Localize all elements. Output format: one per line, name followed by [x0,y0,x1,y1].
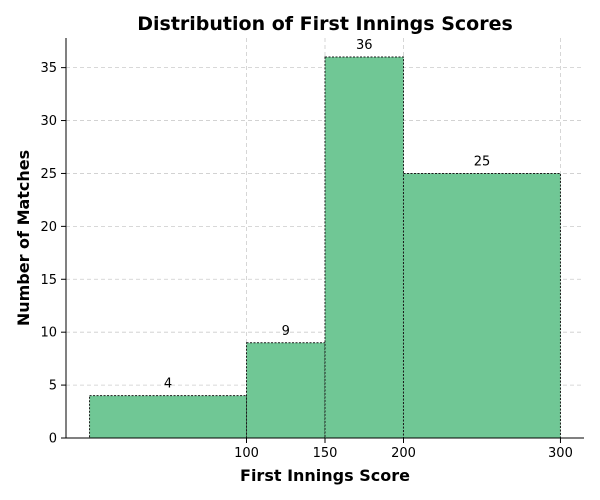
x-tick-label: 300 [548,446,573,461]
y-tick-label: 5 [49,379,57,394]
y-tick-label: 0 [49,432,57,447]
bar-value-label: 4 [164,377,172,392]
y-tick-label: 15 [40,273,57,288]
y-tick-label: 20 [40,220,57,235]
x-axis-title: First Innings Score [240,466,410,485]
bar-value-label: 25 [474,154,491,169]
bar-value-label: 9 [282,324,290,339]
bars [89,56,561,439]
histogram-bar [89,395,248,439]
y-tick-label: 10 [40,326,57,341]
x-tick-label: 200 [391,446,416,461]
y-axis-ticks: 0 5 10 15 20 25 30 35 [40,61,66,447]
bar-value-label: 36 [356,38,373,53]
y-tick-label: 30 [40,114,57,129]
histogram-bar [402,172,561,439]
y-tick-label: 25 [40,167,57,182]
histogram-bar [324,56,404,439]
x-axis-ticks: 100 150 200 300 [234,438,573,461]
histogram-bar [246,342,326,439]
x-tick-label: 100 [234,446,259,461]
data-labels: 4 9 36 25 [164,38,490,392]
y-axis-title: Number of Matches [14,150,33,326]
x-tick-label: 150 [313,446,338,461]
chart-title: Distribution of First Innings Scores [137,13,513,35]
y-tick-label: 35 [40,61,57,76]
